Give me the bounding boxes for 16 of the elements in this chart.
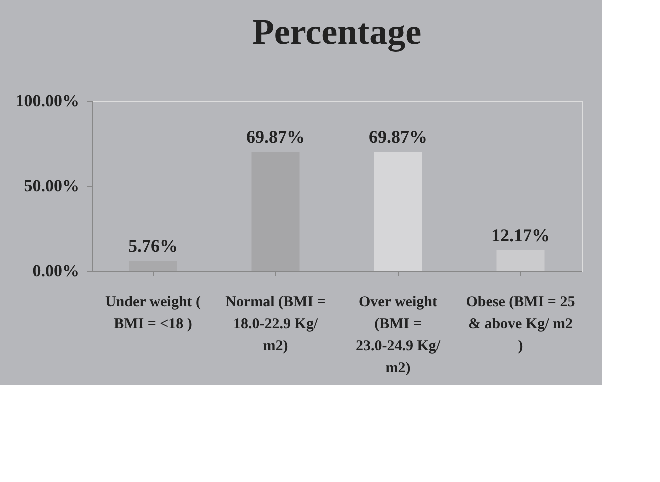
data-label: 69.87% bbox=[369, 127, 428, 148]
x-tick-label: Obese (BMI = 25 & above Kg/ m2 ) bbox=[466, 294, 576, 354]
bar bbox=[252, 152, 300, 271]
x-tick-label: Under weight ( BMI = <18 ) bbox=[105, 294, 202, 332]
bar bbox=[496, 250, 545, 271]
data-label: 5.76% bbox=[128, 236, 178, 256]
chart-title: Percentage bbox=[252, 12, 422, 52]
x-tick-label: Normal (BMI = 18.0-22.9 Kg/ m2) bbox=[226, 294, 326, 354]
y-tick-label: 100.00% bbox=[16, 92, 80, 110]
y-tick-label: 0.00% bbox=[32, 262, 80, 280]
data-label: 69.87% bbox=[246, 127, 305, 148]
y-tick-label: 50.00% bbox=[24, 176, 80, 196]
data-label: 12.17% bbox=[492, 225, 550, 246]
x-tick-label: Over weight (BMI = 23.0-24.9 Kg/ m2) bbox=[356, 294, 442, 376]
bar bbox=[374, 152, 422, 271]
bar bbox=[129, 261, 178, 271]
